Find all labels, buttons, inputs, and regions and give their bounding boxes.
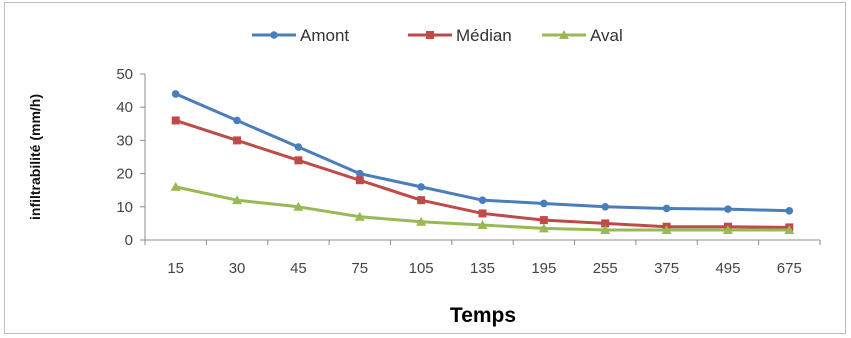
series-layer xyxy=(170,90,795,235)
data-point-amont xyxy=(171,90,180,98)
y-tick-label: 40 xyxy=(116,99,133,116)
y-ticks: 0 10 20 30 40 50 xyxy=(116,66,145,249)
data-point-median xyxy=(601,219,610,228)
data-point-aval xyxy=(538,223,549,233)
legend: Amont Médian Aval xyxy=(252,26,623,45)
y-tick-label: 10 xyxy=(116,199,133,216)
series-median xyxy=(171,116,794,232)
x-tick-label: 495 xyxy=(715,260,740,277)
x-tick-label: 15 xyxy=(167,260,184,277)
x-ticks: 15 30 45 75 105 135 195 255 375 495 675 xyxy=(144,240,821,277)
y-tick-label: 0 xyxy=(125,232,133,249)
x-tick-label: 675 xyxy=(777,260,802,277)
data-point-amont xyxy=(601,203,610,211)
data-point-amont xyxy=(540,199,548,208)
legend-marker-median xyxy=(426,31,434,39)
data-point-median xyxy=(417,196,426,205)
x-tick-label: 75 xyxy=(351,260,368,277)
series-aval xyxy=(170,181,795,235)
x-tick-label: 45 xyxy=(290,260,307,277)
y-tick-label: 50 xyxy=(116,66,133,83)
x-axis-label: Temps xyxy=(450,304,516,327)
data-point-median xyxy=(233,136,242,145)
y-tick-label: 20 xyxy=(116,166,133,183)
data-point-aval xyxy=(232,195,243,205)
data-point-aval xyxy=(293,201,304,211)
data-point-amont xyxy=(417,183,425,191)
data-point-amont xyxy=(785,206,794,215)
data-point-aval xyxy=(477,220,488,230)
data-point-amont xyxy=(478,196,487,204)
x-tick-label: 255 xyxy=(593,260,618,277)
data-point-aval xyxy=(170,181,181,191)
y-axis-label: infiltrabilité (mm/h) xyxy=(27,94,43,220)
legend-item-amont: Amont xyxy=(252,26,349,45)
chart-frame xyxy=(4,2,846,334)
data-point-amont xyxy=(294,143,303,151)
data-point-median xyxy=(355,176,364,185)
data-point-median xyxy=(171,116,180,125)
data-point-aval xyxy=(416,216,427,226)
data-point-amont xyxy=(355,169,364,178)
legend-label-amont: Amont xyxy=(300,26,349,45)
data-point-aval xyxy=(600,225,611,235)
x-tick-label: 135 xyxy=(470,260,495,277)
data-point-amont xyxy=(724,205,732,213)
data-point-aval xyxy=(661,225,672,235)
data-point-median xyxy=(478,209,487,218)
legend-marker-aval xyxy=(559,30,569,39)
data-point-aval xyxy=(784,225,795,235)
data-point-median xyxy=(539,216,548,225)
data-point-aval xyxy=(354,211,365,221)
x-tick-label: 195 xyxy=(531,260,556,277)
data-point-median xyxy=(294,156,303,165)
series-amont xyxy=(171,90,794,215)
legend-label-aval: Aval xyxy=(590,26,623,45)
legend-label-median: Médian xyxy=(456,26,512,45)
axes xyxy=(144,74,820,241)
data-point-aval xyxy=(722,225,733,235)
y-tick-label: 30 xyxy=(116,132,133,149)
x-tick-label: 30 xyxy=(229,260,246,277)
series-line-amont xyxy=(175,92,790,213)
legend-item-median: Médian xyxy=(408,26,512,45)
data-point-amont xyxy=(662,204,671,213)
legend-item-aval: Aval xyxy=(542,26,623,45)
data-point-amont xyxy=(233,116,241,125)
x-tick-label: 375 xyxy=(654,260,679,277)
x-tick-label: 105 xyxy=(409,260,434,277)
legend-marker-amont xyxy=(270,31,278,39)
